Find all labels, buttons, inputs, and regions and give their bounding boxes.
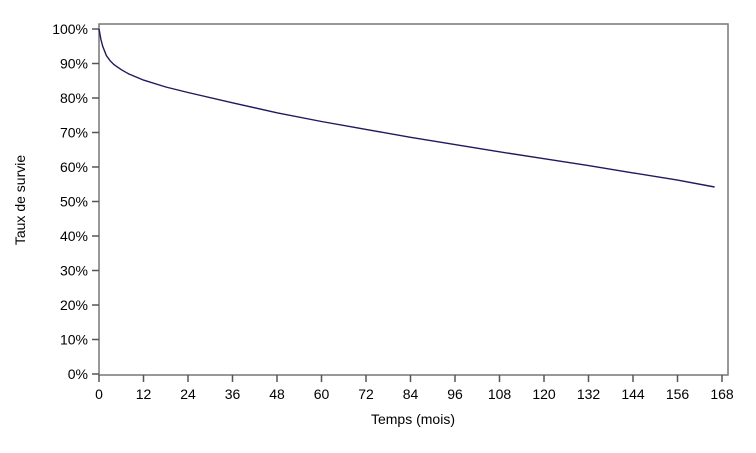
x-tick-label: 96 <box>447 386 463 402</box>
y-tick-label: 90% <box>60 56 88 72</box>
x-tick-label: 168 <box>710 386 734 402</box>
plot-frame <box>98 23 729 376</box>
y-tick-label: 80% <box>60 90 88 106</box>
y-tick-label: 40% <box>60 228 88 244</box>
y-tick-label: 20% <box>60 297 88 313</box>
x-axis-label: Temps (mois) <box>371 411 455 427</box>
y-tick-label: 30% <box>60 263 88 279</box>
x-tick-label: 48 <box>269 386 285 402</box>
x-tick-label: 36 <box>225 386 241 402</box>
x-tick-label: 72 <box>358 386 374 402</box>
survival-curve <box>98 28 715 188</box>
y-tick-label: 50% <box>60 194 88 210</box>
y-tick-label: 70% <box>60 125 88 141</box>
y-tick-label: 100% <box>52 21 88 37</box>
x-tick-label: 12 <box>136 386 152 402</box>
x-tick-label: 132 <box>577 386 601 402</box>
x-tick-label: 0 <box>95 386 103 402</box>
y-tick-label: 0% <box>68 366 88 382</box>
x-tick-label: 120 <box>532 386 556 402</box>
x-tick-label: 24 <box>180 386 196 402</box>
x-tick-label: 60 <box>314 386 330 402</box>
x-tick-label: 144 <box>621 386 645 402</box>
y-tick-label: 10% <box>60 332 88 348</box>
y-axis-label: Taux de survie <box>12 155 28 245</box>
x-tick-label: 84 <box>403 386 419 402</box>
x-tick-label: 108 <box>488 386 512 402</box>
y-tick-label: 60% <box>60 159 88 175</box>
x-tick-label: 156 <box>666 386 690 402</box>
